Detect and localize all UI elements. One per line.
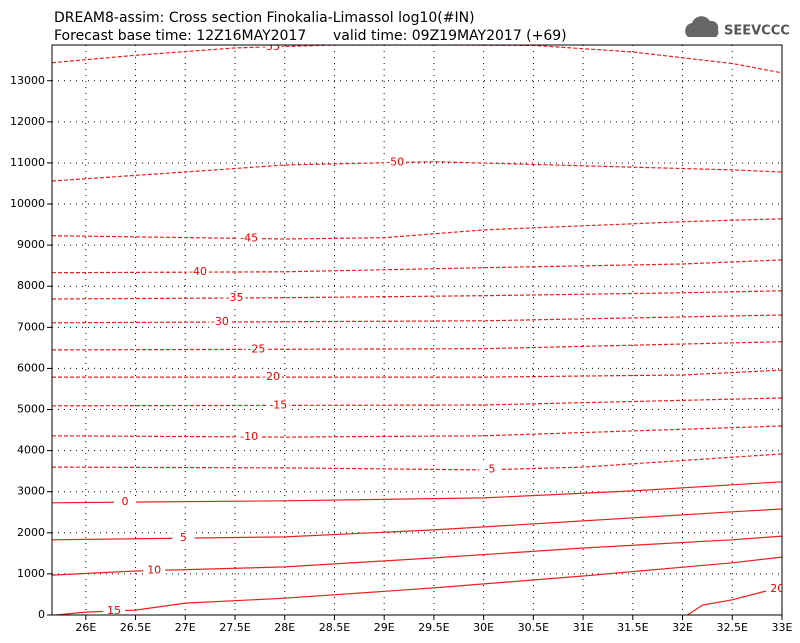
contour-line [52, 369, 782, 378]
contour-label-bg [223, 292, 246, 305]
y-tick-label: 2000 [17, 526, 45, 539]
contour-label: -40 [189, 265, 207, 278]
contour-label: 20 [770, 582, 784, 595]
contour-label: -15 [269, 398, 287, 411]
contour-label: -45 [240, 231, 258, 244]
x-tick-label: 27E [175, 621, 196, 634]
x-tick-label: 28.5E [319, 621, 350, 634]
x-tick-label: 30E [473, 621, 494, 634]
contour-label: -50 [386, 156, 404, 169]
x-tick-label: 30.5E [518, 621, 549, 634]
y-tick-label: 10000 [10, 197, 45, 210]
contour-line [52, 218, 782, 240]
x-tick-label: 26.5E [120, 621, 151, 634]
contour-label: -5 [485, 463, 496, 476]
y-tick-label: 7000 [17, 320, 45, 333]
y-tick-label: 6000 [17, 361, 45, 374]
contour-label-bg [103, 604, 126, 615]
contour-label: 15 [107, 604, 121, 617]
contour-line [52, 508, 782, 541]
chart-subtitle: Forecast base time: 12Z16MAY2017 valid t… [54, 28, 567, 44]
contour-label: 10 [147, 564, 161, 577]
contour-label-bg [245, 343, 268, 356]
contour-label-bg [766, 582, 782, 595]
contour-label-bg [208, 316, 231, 329]
x-tick-label: 33E [772, 621, 793, 634]
y-tick-label: 13000 [10, 74, 45, 87]
x-tick-label: 29E [374, 621, 395, 634]
contour-label-bg [238, 232, 261, 245]
contour-line [52, 259, 782, 274]
contour-line [52, 341, 782, 351]
contour-line [52, 453, 782, 471]
contour-label-bg [172, 532, 195, 545]
logo-icon [685, 16, 719, 37]
y-tick-label: 5000 [17, 403, 45, 416]
contour-label-bg [143, 564, 166, 577]
y-tick-label: 8000 [17, 279, 45, 292]
contour-label: 0 [122, 495, 129, 508]
logo-text: SEEVCCC [724, 24, 790, 39]
plot-frame [51, 44, 783, 616]
chart-title: DREAM8-assim: Cross section Finokalia-Li… [54, 10, 475, 26]
contour-label: 5 [180, 531, 187, 544]
x-tick-label: 31.5E [617, 621, 648, 634]
contour-line [52, 290, 782, 300]
x-tick-label: 31E [573, 621, 594, 634]
contour-line [52, 425, 782, 438]
contour-line [55, 556, 782, 615]
contour-label-bg [114, 496, 136, 509]
x-tick-label: 32E [672, 621, 693, 634]
y-tick-label: 9000 [17, 238, 45, 251]
contour-label: -35 [226, 291, 244, 304]
contour-label-bg [384, 156, 407, 169]
contour-label-bg [260, 371, 282, 384]
contour-line [52, 397, 782, 407]
contour-label: -20 [262, 370, 280, 383]
contour-label-bg [479, 463, 501, 476]
contour-line [52, 481, 782, 504]
contour-line [52, 535, 782, 576]
contour-label-bg [260, 45, 282, 53]
contour-line [52, 314, 782, 324]
y-tick-label: 12000 [10, 115, 45, 128]
y-tick-label: 11000 [10, 156, 45, 169]
y-tick-label: 3000 [17, 485, 45, 498]
contour-label: -55 [262, 40, 280, 53]
y-tick-label: 1000 [17, 567, 45, 580]
x-tick-label: 27.5E [219, 621, 250, 634]
y-tick-label: 4000 [17, 444, 45, 457]
contour-label-bg [267, 399, 290, 412]
contour-line [52, 45, 782, 74]
contour-line [52, 161, 782, 182]
x-tick-label: 32.5E [717, 621, 748, 634]
contour-label-bg [238, 430, 261, 443]
contour-label: -10 [240, 430, 258, 443]
contour-label: -25 [247, 342, 265, 355]
y-tick-label: 0 [38, 608, 45, 621]
x-tick-label: 28E [274, 621, 295, 634]
x-tick-label: 26E [75, 621, 96, 634]
x-tick-label: 29.5E [418, 621, 449, 634]
contour-label-bg [187, 266, 209, 279]
contour-label: -30 [211, 315, 229, 328]
